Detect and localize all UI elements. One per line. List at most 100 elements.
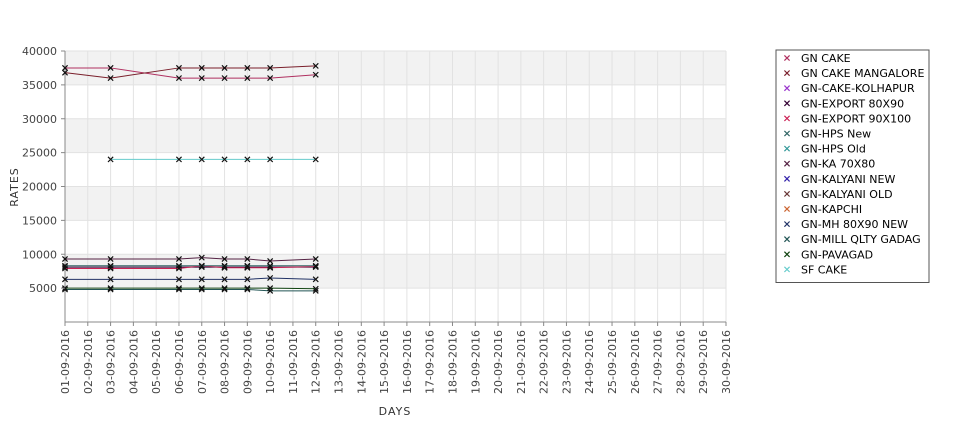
x-tick-label: 19-09-2016 — [469, 330, 482, 394]
data-point — [244, 75, 251, 82]
data-point — [312, 262, 319, 269]
x-tick-label: 04-09-2016 — [127, 330, 140, 394]
x-tick-label: 07-09-2016 — [196, 330, 209, 394]
x-tick-label: 14-09-2016 — [355, 330, 368, 394]
x-tick-label: 22-09-2016 — [538, 330, 551, 394]
data-point — [244, 64, 251, 71]
data-point — [198, 75, 205, 82]
data-point — [267, 64, 274, 71]
data-point — [175, 255, 182, 263]
series-group — [61, 62, 319, 82]
data-point — [267, 258, 274, 265]
data-point — [107, 262, 114, 269]
series-group — [61, 286, 319, 294]
legend-item: GN-EXPORT 90X100 — [801, 112, 911, 125]
data-point — [107, 276, 114, 283]
series-line — [65, 257, 316, 262]
legend-item: GN CAKE — [801, 52, 851, 65]
x-tick-label: 06-09-2016 — [173, 330, 186, 394]
legend-marker — [783, 54, 791, 62]
legend-item: GN-KALYANI OLD — [801, 188, 893, 201]
grid-lines — [64, 50, 727, 322]
data-point — [107, 64, 114, 71]
data-point — [221, 156, 228, 163]
legend-marker — [783, 145, 791, 152]
legend-box — [775, 49, 930, 283]
x-tick-label: 29-09-2016 — [697, 330, 710, 394]
data-point — [312, 255, 319, 263]
x-tick-label: 05-09-2016 — [150, 330, 163, 394]
data-point — [267, 285, 274, 292]
series-line — [65, 67, 316, 79]
legend-item: GN-KAPCHI — [801, 203, 862, 216]
data-point — [312, 285, 319, 292]
data-point — [244, 276, 251, 283]
legend-marker — [783, 190, 791, 197]
y-tick-label: 30000 — [22, 113, 57, 126]
y-tick-label: 20000 — [22, 181, 57, 194]
data-point — [175, 156, 182, 163]
data-point — [198, 64, 205, 71]
x-tick-label: 24-09-2016 — [583, 330, 596, 394]
series-group — [107, 156, 319, 163]
legend-item: GN-PAVAGAD — [801, 248, 873, 261]
data-point — [221, 75, 228, 82]
x-tick-label: 17-09-2016 — [424, 330, 437, 394]
data-point — [61, 276, 69, 283]
legend-marker — [783, 85, 791, 92]
data-point — [244, 262, 251, 269]
data-point — [244, 285, 251, 292]
legend-marker — [783, 266, 791, 273]
plot-band — [65, 118, 726, 153]
data-point — [198, 262, 205, 269]
legend-item: GN-KA 70X80 — [801, 158, 875, 171]
x-tick-label: 11-09-2016 — [287, 330, 300, 394]
x-tick-label: 30-09-2016 — [720, 330, 733, 394]
legend-item: GN-MILL QLTY GADAG — [801, 233, 921, 246]
y-axis-label: RATES — [8, 167, 21, 207]
data-point — [198, 276, 205, 283]
legend-item: GN-EXPORT 80X90 — [801, 97, 904, 110]
x-tick-label: 28-09-2016 — [674, 330, 687, 394]
x-tick-label: 03-09-2016 — [105, 330, 118, 394]
legend-item: GN CAKE MANGALORE — [801, 67, 924, 80]
legend-item: GN-CAKE-KOLHAPUR — [801, 82, 915, 95]
data-point — [312, 62, 319, 69]
data-point — [267, 156, 274, 163]
data-point — [267, 75, 274, 82]
y-tick-label: 5000 — [29, 282, 57, 295]
legend-item: SF CAKE — [801, 263, 847, 276]
x-tick-label: 09-09-2016 — [241, 330, 254, 394]
data-point — [198, 285, 205, 292]
y-tick-label: 35000 — [22, 79, 57, 92]
legend-item: GN-HPS New — [801, 128, 871, 141]
y-tick-label: 25000 — [22, 147, 57, 160]
y-tick-label: 40000 — [22, 45, 57, 58]
data-point — [107, 75, 114, 82]
x-tick-label: 13-09-2016 — [333, 330, 346, 394]
legend-marker — [783, 100, 791, 107]
data-point — [198, 156, 205, 163]
x-tick-label: 27-09-2016 — [652, 330, 665, 394]
data-point — [312, 276, 319, 283]
legend-marker — [783, 236, 791, 243]
data-point — [175, 64, 182, 71]
x-tick-label: 02-09-2016 — [82, 330, 95, 394]
legend-marker — [783, 160, 791, 167]
x-tick-label: 21-09-2016 — [515, 330, 528, 394]
data-point — [221, 262, 228, 269]
legend-marker — [783, 175, 791, 182]
data-point — [175, 75, 182, 82]
x-tick-label: 26-09-2016 — [629, 330, 642, 394]
x-tick-label: 18-09-2016 — [446, 330, 459, 394]
y-tick-label: 15000 — [22, 214, 57, 227]
data-point — [312, 156, 319, 163]
series-group — [61, 64, 319, 82]
y-tick-label: 10000 — [22, 248, 57, 261]
legend-item: GN-HPS Old — [801, 143, 866, 156]
data-point — [61, 262, 69, 269]
legend-marker — [783, 221, 791, 228]
series-group — [61, 285, 319, 292]
data-point — [244, 156, 251, 163]
